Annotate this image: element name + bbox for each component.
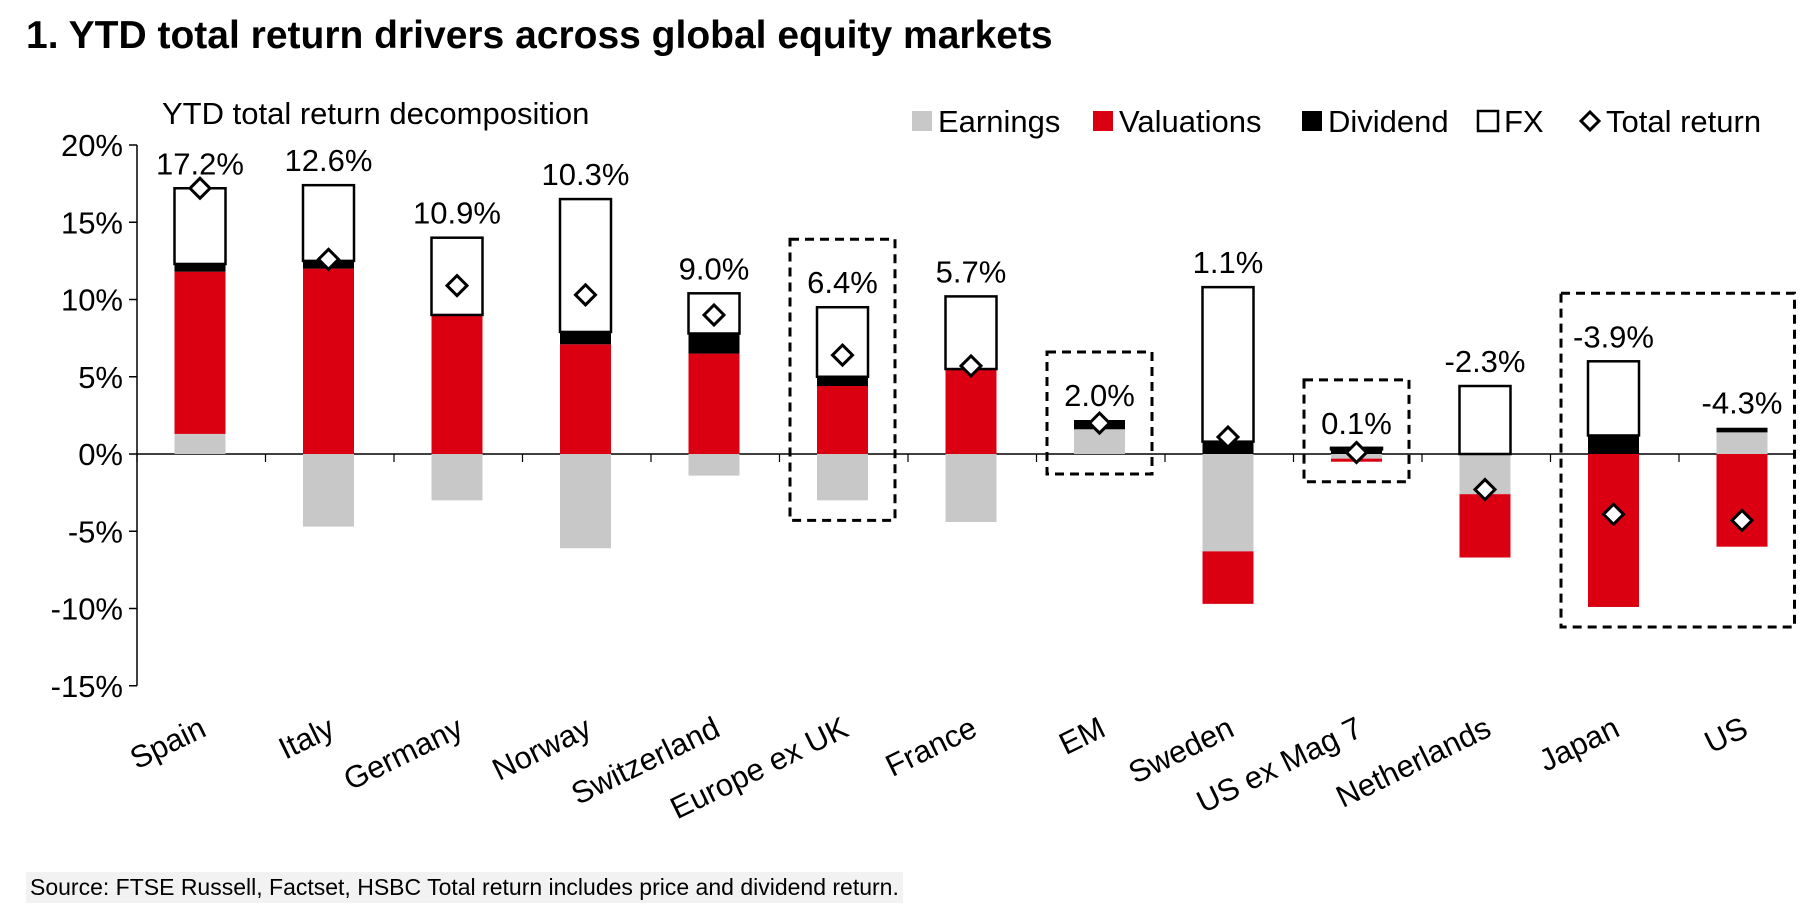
bar-earnings-spain bbox=[174, 433, 226, 454]
y-tick-label: -5% bbox=[68, 514, 123, 549]
total-return-label-em: 2.0% bbox=[1064, 378, 1135, 413]
bar-valuations-switzerland bbox=[688, 353, 740, 454]
bar-earnings-europe-ex-uk bbox=[817, 454, 868, 501]
legend-label-dividend: Dividend bbox=[1328, 104, 1449, 139]
bar-valuations-europe-ex-uk bbox=[817, 386, 868, 454]
bar-earnings-sweden bbox=[1202, 454, 1254, 552]
total-return-marker-switzerland bbox=[701, 302, 727, 328]
total-return-markers bbox=[187, 176, 1755, 533]
total-return-marker-norway bbox=[573, 282, 598, 307]
bar-valuations-japan bbox=[1588, 454, 1639, 607]
total-return-marker-japan bbox=[1601, 502, 1626, 527]
chart-title: 1. YTD total return drivers across globa… bbox=[26, 14, 1053, 57]
bar-valuations-sweden bbox=[1202, 551, 1254, 604]
bar-valuations-italy bbox=[303, 268, 354, 454]
total-return-marker-italy bbox=[316, 247, 341, 272]
x-tick-label-italy: Italy bbox=[273, 710, 340, 767]
bar-earnings-germany bbox=[431, 454, 483, 501]
bar-dividend-japan bbox=[1588, 435, 1639, 454]
total-return-label-switzerland: 9.0% bbox=[679, 251, 750, 286]
total-return-label-norway: 10.3% bbox=[542, 157, 630, 192]
total-return-labels: 17.2% 12.6% 10.9% 10.3% 9.0% 6.4% 5.7% 2.0% 1.1%… bbox=[156, 143, 1782, 441]
y-tick-label: 10% bbox=[61, 283, 123, 318]
source-note: Source: FTSE Russell, Factset, HSBC Tota… bbox=[26, 872, 903, 903]
total-return-label-spain: 17.2% bbox=[156, 146, 244, 181]
legend-swatch-total-return bbox=[1578, 109, 1602, 133]
bar-earnings-switzerland bbox=[688, 454, 740, 476]
total-return-label-france: 5.7% bbox=[936, 254, 1007, 289]
total-return-marker-spain bbox=[187, 176, 213, 201]
bar-valuations-france bbox=[945, 369, 997, 454]
highlight-box-em bbox=[1045, 350, 1154, 476]
y-tick-label: 5% bbox=[78, 360, 123, 395]
legend-label-valuations: Valuations bbox=[1119, 104, 1261, 139]
bar-dividend-norway bbox=[560, 331, 611, 345]
highlight-box-europe-ex-uk bbox=[788, 237, 897, 522]
x-tick-label-em: EM bbox=[1053, 710, 1110, 762]
x-tick-label-france: France bbox=[880, 710, 982, 784]
total-return-label-sweden: 1.1% bbox=[1193, 245, 1264, 280]
bar-valuations-germany bbox=[431, 314, 483, 454]
y-tick-label: 0% bbox=[78, 437, 123, 472]
legend-label-earnings: Earnings bbox=[938, 104, 1060, 139]
highlight-box-us-ex-mag-7 bbox=[1302, 378, 1411, 484]
bar-fx-japan bbox=[1586, 360, 1641, 437]
bar-fx-sweden bbox=[1201, 285, 1255, 443]
legend-swatch-fx bbox=[1476, 109, 1500, 133]
legend-swatch-earnings bbox=[912, 111, 932, 131]
bars bbox=[173, 183, 1768, 607]
bar-valuations-us bbox=[1716, 454, 1768, 547]
bar-fx-norway bbox=[558, 197, 613, 334]
legend-label-fx: FX bbox=[1504, 104, 1544, 139]
bar-dividend-switzerland bbox=[688, 333, 740, 354]
bar-earnings-france bbox=[945, 454, 997, 522]
x-tick-label-us: US bbox=[1699, 710, 1753, 760]
legend-swatch-dividend bbox=[1302, 111, 1322, 131]
bar-earnings-italy bbox=[303, 454, 354, 527]
legend: Earnings Valuations Dividend FX Total return bbox=[912, 104, 1761, 139]
total-return-label-italy: 12.6% bbox=[285, 143, 373, 178]
legend-label-total-return: Total return bbox=[1606, 104, 1761, 139]
total-return-label-us-ex-mag-7: 0.1% bbox=[1321, 406, 1392, 441]
chart-subtitle: YTD total return decomposition bbox=[162, 96, 589, 131]
total-return-label-netherlands: -2.3% bbox=[1445, 344, 1526, 379]
bar-earnings-us bbox=[1716, 432, 1768, 454]
total-return-marker-netherlands bbox=[1472, 477, 1498, 502]
total-return-marker-em bbox=[1087, 410, 1112, 436]
total-return-label-germany: 10.9% bbox=[413, 196, 501, 231]
bar-fx-spain bbox=[173, 187, 227, 266]
total-return-marker-europe-ex-uk bbox=[830, 342, 855, 368]
total-return-marker-sweden bbox=[1215, 424, 1241, 450]
y-tick-label: -15% bbox=[51, 669, 123, 704]
x-tick-label-germany: Germany bbox=[338, 710, 468, 798]
bar-valuations-spain bbox=[174, 271, 226, 434]
total-return-label-europe-ex-uk: 6.4% bbox=[807, 265, 878, 300]
bar-earnings-norway bbox=[560, 454, 611, 549]
y-tick-label: 15% bbox=[61, 205, 123, 240]
highlight-boxes bbox=[788, 237, 1796, 629]
total-return-marker-germany bbox=[444, 273, 470, 298]
x-tick-label-japan: Japan bbox=[1533, 710, 1624, 778]
total-return-label-us: -4.3% bbox=[1702, 386, 1783, 421]
highlight-box-japan-us bbox=[1559, 291, 1796, 629]
bar-fx-netherlands bbox=[1458, 384, 1512, 456]
bar-dividend-us bbox=[1716, 427, 1768, 433]
total-return-label-japan: -3.9% bbox=[1573, 319, 1654, 354]
legend-swatch-valuations bbox=[1093, 111, 1113, 131]
bar-valuations-norway bbox=[560, 344, 611, 454]
x-tick-label-spain: Spain bbox=[124, 710, 211, 776]
bar-dividend-europe-ex-uk bbox=[817, 376, 868, 387]
bar-dividend-spain bbox=[174, 263, 226, 272]
total-return-marker-france bbox=[958, 353, 984, 379]
bar-valuations-netherlands bbox=[1459, 494, 1511, 558]
y-tick-label: 20% bbox=[61, 128, 123, 163]
total-return-marker-us-ex-mag-7 bbox=[1344, 440, 1369, 465]
total-return-marker-us bbox=[1729, 508, 1755, 533]
y-tick-label: -10% bbox=[51, 592, 123, 627]
